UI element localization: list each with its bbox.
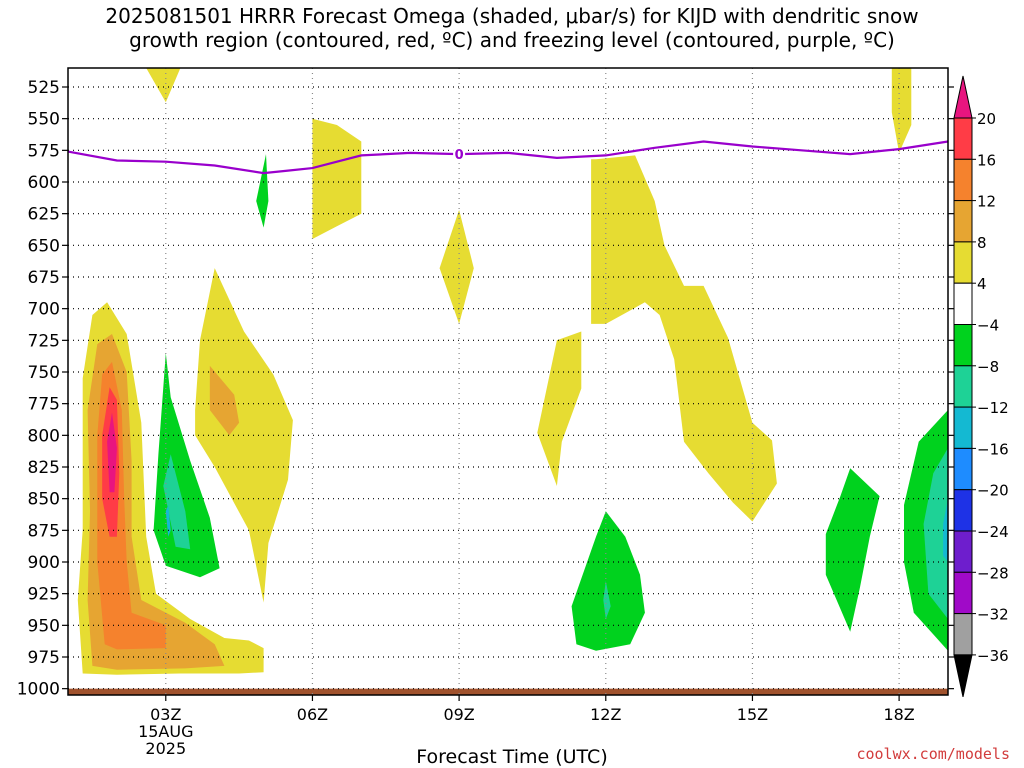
grid-lines (68, 68, 948, 695)
omega-region (209, 365, 240, 436)
colorbar-label: 4 (977, 275, 987, 293)
colorbar-segment (953, 613, 973, 656)
y-tick-label: 925 (28, 585, 60, 605)
colorbar-label: −12 (977, 399, 1009, 417)
omega-region (603, 581, 611, 619)
x-axis-title: Forecast Time (UTC) (416, 746, 608, 768)
colorbar-label: −20 (977, 482, 1009, 500)
y-tick-label: 725 (28, 331, 60, 351)
omega-region (825, 468, 880, 632)
y-tick-label: 875 (28, 521, 60, 541)
freezing-level-label: 0 (455, 148, 464, 163)
omega-region (591, 155, 777, 522)
x-tick-label: 09Z (443, 705, 474, 724)
colorbar-segment (953, 200, 973, 243)
colorbar-bottom-triangle (953, 654, 973, 698)
colorbar-label: 20 (977, 110, 996, 128)
colorbar-segment (953, 324, 973, 367)
y-tick-label: 825 (28, 458, 60, 478)
y-tick-label: 975 (28, 648, 60, 668)
title-line-1: 2025081501 HRRR Forecast Omega (shaded, … (105, 4, 919, 28)
plot-frame (67, 67, 949, 696)
colorbar-segment (953, 282, 973, 326)
y-tick-label: 850 (28, 490, 60, 510)
x-tick-label: 15Z (737, 705, 768, 724)
y-tick-label: 575 (28, 141, 60, 161)
y-tick-label: 950 (28, 616, 60, 636)
omega-region (165, 505, 171, 537)
omega-region (571, 511, 645, 651)
x-tick-date: 15AUG (138, 722, 193, 741)
omega-shading (77, 68, 948, 675)
x-tick-label: 03Z (150, 705, 181, 724)
y-tick-label: 750 (28, 363, 60, 383)
y-tick-label: 650 (28, 236, 60, 256)
terrain-strip (68, 688, 948, 695)
y-tick-label: 900 (28, 553, 60, 573)
colorbar-top-triangle (953, 75, 973, 119)
y-tick-label: 600 (28, 173, 60, 193)
colorbar-segment (953, 447, 973, 491)
colorbar-segment (953, 571, 973, 615)
colorbar: 20 16 12 8 4 −4 −8 −12 −16 −20 −24 −28 −32 −36 (953, 75, 1009, 698)
y-axis-ticks: 525 550 575 600 625 650 675 700 725 750 775 800 825 8… (17, 78, 954, 700)
y-tick-label: 550 (28, 110, 60, 130)
omega-region (256, 154, 269, 228)
omega-region (146, 68, 181, 103)
colorbar-segment (953, 530, 973, 573)
x-tick-label: 18Z (883, 705, 914, 724)
colorbar-segment (953, 365, 973, 408)
colorbar-label: −24 (977, 523, 1009, 541)
terrain-fill (68, 688, 948, 695)
colorbar-segment (953, 117, 973, 160)
colorbar-segment (953, 158, 973, 202)
colorbar-label: −8 (977, 358, 999, 376)
omega-region (107, 412, 117, 493)
omega-region (943, 498, 948, 562)
y-tick-label: 800 (28, 426, 60, 446)
colorbar-segment (953, 489, 973, 532)
freezing-level-line (67, 140, 949, 175)
y-tick-label: 700 (28, 300, 60, 320)
freezing-level-contour: 0 (67, 140, 949, 175)
colorbar-label: 12 (977, 193, 996, 211)
x-tick-label: 06Z (297, 705, 328, 724)
omega-region (923, 448, 948, 619)
colorbar-label: −16 (977, 440, 1009, 458)
y-tick-label: 1000 (17, 680, 60, 700)
plot-border (67, 67, 949, 696)
freezing-label-bg (453, 146, 466, 163)
omega-region (439, 209, 474, 324)
colorbar-label: −4 (977, 317, 999, 335)
x-tick-label: 12Z (590, 705, 621, 724)
y-tick-label: 525 (28, 78, 60, 98)
omega-region (195, 268, 293, 603)
omega-region (312, 118, 362, 239)
colorbar-label: −28 (977, 564, 1009, 582)
omega-region (163, 454, 191, 550)
x-tick-year: 2025 (145, 739, 186, 758)
colorbar-segment (953, 406, 973, 449)
chart-title: 2025081501 HRRR Forecast Omega (shaded, … (0, 4, 1024, 52)
y-tick-label: 625 (28, 205, 60, 225)
omega-region (153, 353, 220, 578)
omega-region (891, 68, 912, 153)
colorbar-label: 16 (977, 151, 996, 169)
colorbar-label: −36 (977, 647, 1009, 665)
colorbar-segment (953, 241, 973, 284)
footer-credit: coolwx.com/models (856, 745, 1010, 763)
y-tick-label: 675 (28, 268, 60, 288)
colorbar-label: −32 (977, 606, 1009, 624)
omega-region (537, 331, 582, 486)
y-tick-label: 775 (28, 395, 60, 415)
title-line-2: growth region (contoured, red, ºC) and f… (129, 28, 895, 52)
colorbar-label: 8 (977, 234, 987, 252)
